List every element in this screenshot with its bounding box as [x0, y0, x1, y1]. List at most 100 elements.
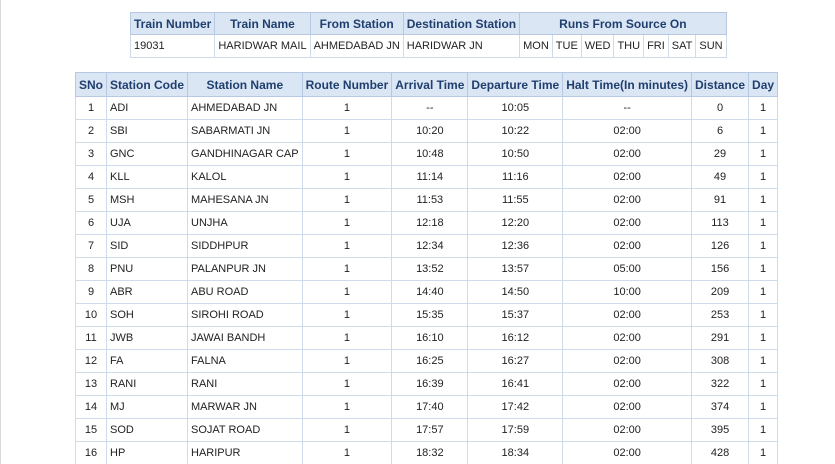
departure-time-cell: 17:59: [467, 418, 564, 442]
halt-time-cell: 02:00: [562, 165, 693, 189]
route-number-cell: 1: [301, 119, 393, 143]
day-cell: 1: [748, 303, 779, 327]
table-row: 11 JWB JAWAI BANDH 1 16:10 16:12 02:00 291 1: [75, 326, 779, 350]
departure-time-cell: 14:50: [467, 280, 564, 304]
station-code-cell: SID: [106, 234, 188, 258]
station-code-cell: ABR: [106, 280, 188, 304]
day-cell: 1: [748, 165, 779, 189]
route-number-cell: 1: [301, 280, 393, 304]
sno-cell: 7: [75, 234, 107, 258]
header-from-station: From Station: [309, 12, 404, 35]
train-summary-table: Train Number Train Name From Station Des…: [129, 12, 727, 58]
halt-time-cell: 02:00: [562, 303, 693, 327]
arrival-time-cell: 11:53: [391, 188, 469, 212]
route-number-cell: 1: [301, 257, 393, 281]
halt-time-cell: 02:00: [562, 211, 693, 235]
halt-time-cell: 02:00: [562, 142, 693, 166]
table-row: 6 UJA UNJHA 1 12:18 12:20 02:00 113 1: [75, 211, 779, 235]
halt-time-cell: 02:00: [562, 234, 693, 258]
station-code-cell: MJ: [106, 395, 188, 419]
station-code-cell: FA: [106, 349, 188, 373]
station-name-cell: KALOL: [187, 165, 303, 189]
station-name-cell: SIROHI ROAD: [187, 303, 303, 327]
halt-time-cell: 05:00: [562, 257, 693, 281]
station-name-cell: HARIPUR: [187, 441, 303, 464]
station-code-cell: ADI: [106, 96, 188, 120]
summary-header-row: Train Number Train Name From Station Des…: [129, 12, 727, 35]
station-name-cell: SIDDHPUR: [187, 234, 303, 258]
departure-time-cell: 11:16: [467, 165, 564, 189]
arrival-time-cell: 12:34: [391, 234, 469, 258]
departure-time-cell: 18:34: [467, 441, 564, 464]
sno-cell: 13: [75, 372, 107, 396]
header-arrival-time: Arrival Time: [391, 72, 469, 97]
from-station: AHMEDABAD JN: [309, 34, 404, 58]
day-cell: 1: [748, 188, 779, 212]
table-row: 1 ADI AHMEDABAD JN 1 -- 10:05 -- 0 1: [75, 96, 779, 120]
station-code-cell: HP: [106, 441, 188, 464]
run-day-fri: FRI: [643, 34, 669, 58]
arrival-time-cell: 10:20: [391, 119, 469, 143]
distance-cell: 0: [691, 96, 750, 120]
distance-cell: 308: [691, 349, 750, 373]
halt-time-cell: 10:00: [562, 280, 693, 304]
station-code-cell: SOH: [106, 303, 188, 327]
distance-cell: 253: [691, 303, 750, 327]
train-number: 19031: [129, 34, 216, 58]
halt-time-cell: 02:00: [562, 441, 693, 464]
station-code-cell: RANI: [106, 372, 188, 396]
table-row: 13 RANI RANI 1 16:39 16:41 02:00 322 1: [75, 372, 779, 396]
header-halt-time: Halt Time(In minutes): [562, 72, 693, 97]
halt-time-cell: 02:00: [562, 349, 693, 373]
departure-time-cell: 10:50: [467, 142, 564, 166]
header-runs-from-source-on: Runs From Source On: [519, 12, 727, 35]
station-name-cell: AHMEDABAD JN: [187, 96, 303, 120]
arrival-time-cell: --: [391, 96, 469, 120]
day-cell: 1: [748, 349, 779, 373]
header-sno: SNo: [75, 72, 107, 97]
distance-cell: 428: [691, 441, 750, 464]
station-code-cell: KLL: [106, 165, 188, 189]
header-station-code: Station Code: [106, 72, 188, 97]
distance-cell: 113: [691, 211, 750, 235]
sno-cell: 4: [75, 165, 107, 189]
day-cell: 1: [748, 418, 779, 442]
sno-cell: 1: [75, 96, 107, 120]
day-cell: 1: [748, 119, 779, 143]
sno-cell: 15: [75, 418, 107, 442]
distance-cell: 156: [691, 257, 750, 281]
sno-cell: 11: [75, 326, 107, 350]
arrival-time-cell: 14:40: [391, 280, 469, 304]
station-name-cell: ABU ROAD: [187, 280, 303, 304]
distance-cell: 322: [691, 372, 750, 396]
route-number-cell: 1: [301, 441, 393, 464]
halt-time-cell: --: [562, 96, 693, 120]
route-number-cell: 1: [301, 303, 393, 327]
station-name-cell: JAWAI BANDH: [187, 326, 303, 350]
sno-cell: 12: [75, 349, 107, 373]
distance-cell: 6: [691, 119, 750, 143]
departure-time-cell: 10:05: [467, 96, 564, 120]
station-name-cell: SABARMATI JN: [187, 119, 303, 143]
route-number-cell: 1: [301, 395, 393, 419]
sno-cell: 3: [75, 142, 107, 166]
station-name-cell: UNJHA: [187, 211, 303, 235]
arrival-time-cell: 12:18: [391, 211, 469, 235]
schedule-body: 1 ADI AHMEDABAD JN 1 -- 10:05 -- 0 1 2 SBI SABARMAT…: [75, 96, 779, 464]
arrival-time-cell: 18:32: [391, 441, 469, 464]
arrival-time-cell: 16:10: [391, 326, 469, 350]
run-day-thu: THU: [613, 34, 645, 58]
distance-cell: 49: [691, 165, 750, 189]
arrival-time-cell: 13:52: [391, 257, 469, 281]
table-row: 5 MSH MAHESANA JN 1 11:53 11:55 02:00 91 1: [75, 188, 779, 212]
station-name-cell: SOJAT ROAD: [187, 418, 303, 442]
sno-cell: 10: [75, 303, 107, 327]
run-day-mon: MON: [519, 34, 553, 58]
halt-time-cell: 02:00: [562, 119, 693, 143]
schedule-header-row: SNo Station Code Station Name Route Number A…: [75, 72, 779, 97]
route-number-cell: 1: [301, 142, 393, 166]
route-number-cell: 1: [301, 326, 393, 350]
table-row: 15 SOD SOJAT ROAD 1 17:57 17:59 02:00 395 1: [75, 418, 779, 442]
route-number-cell: 1: [301, 96, 393, 120]
route-number-cell: 1: [301, 188, 393, 212]
